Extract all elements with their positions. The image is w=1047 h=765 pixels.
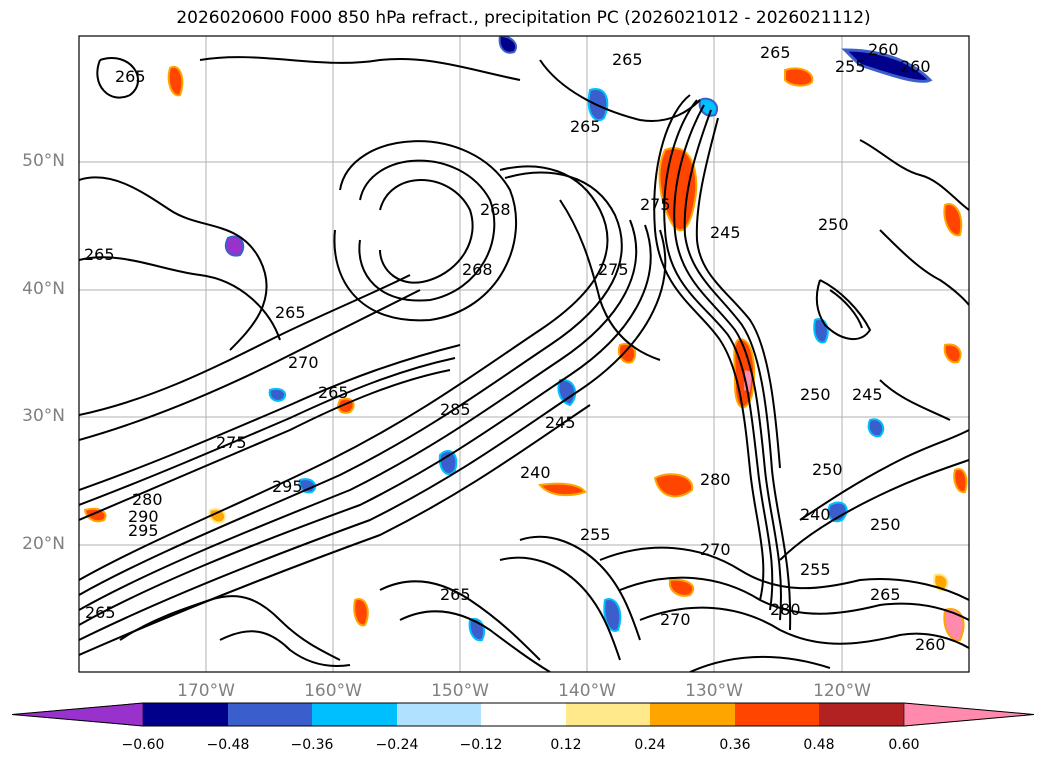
colorbar-tick-label: 0.36 <box>719 737 751 753</box>
colorbar-tick-label: −0.60 <box>121 737 165 753</box>
colorbar-tick-label: −0.48 <box>206 737 250 753</box>
contour-label: 255 <box>835 57 866 76</box>
contour-label: 265 <box>84 245 115 264</box>
contour-label: 270 <box>700 540 731 559</box>
colorbar-tick-label: 0.48 <box>803 737 835 753</box>
contour-label: 260 <box>915 635 946 654</box>
contour-label: 280 <box>770 600 801 619</box>
colorbar-segment <box>819 703 904 726</box>
lat-label-40n: 40°N <box>22 279 65 299</box>
refractivity-contours <box>79 56 969 672</box>
contour-label: 280 <box>132 490 163 509</box>
contour-label: 240 <box>520 463 551 482</box>
colorbar-tick-label: −0.24 <box>375 737 419 753</box>
contour-label: 295 <box>128 521 159 540</box>
contour-label: 265 <box>275 303 306 322</box>
contour-label: 268 <box>462 260 493 279</box>
contour-label: 260 <box>900 57 931 76</box>
colorbar-extend-high <box>903 702 1035 727</box>
contour-label: 245 <box>545 413 576 432</box>
colorbar-tick-label: −0.36 <box>290 737 334 753</box>
contour-label: 275 <box>640 195 671 214</box>
contour-label: 250 <box>870 515 901 534</box>
contour-label: 265 <box>570 117 601 136</box>
colorbar-tick-label: −0.12 <box>459 737 503 753</box>
contour-label: 270 <box>288 353 319 372</box>
contour-label: 265 <box>440 585 471 604</box>
contour-label: 270 <box>660 610 691 629</box>
contour-label: 255 <box>800 560 831 579</box>
colorbar-segment <box>481 703 566 726</box>
contour-label: 265 <box>115 67 146 86</box>
contour-label: 255 <box>580 525 611 544</box>
lon-label-140w: 140°W <box>558 681 616 701</box>
colorbar-tick-label: 0.24 <box>634 737 666 753</box>
lon-label-160w: 160°W <box>304 681 362 701</box>
lon-label-150w: 150°W <box>431 681 489 701</box>
lon-label-120w: 120°W <box>813 681 871 701</box>
colorbar-segment <box>650 703 735 726</box>
colorbar-segment <box>735 703 819 726</box>
contour-label: 265 <box>760 43 791 62</box>
contour-label: 265 <box>870 585 901 604</box>
contour-label: 240 <box>800 505 831 524</box>
contour-label: 275 <box>216 433 247 452</box>
contour-labels: 265 265 268 265 265 270 265 275 285 295 … <box>84 40 946 654</box>
contour-label: 245 <box>852 385 883 404</box>
lat-label-50n: 50°N <box>22 151 65 171</box>
contour-label: 295 <box>272 477 303 496</box>
lon-label-170w: 170°W <box>177 681 235 701</box>
contour-label: 260 <box>868 40 899 59</box>
contour-label: 280 <box>700 470 731 489</box>
contour-label: 265 <box>85 603 116 622</box>
contour-label: 265 <box>612 50 643 69</box>
graticule <box>79 36 969 672</box>
colorbar-tick-label: 0.12 <box>550 737 582 753</box>
colorbar-segment <box>143 703 228 726</box>
contour-label: 250 <box>800 385 831 404</box>
contour-label: 290 <box>128 507 159 526</box>
lon-label-130w: 130°W <box>685 681 743 701</box>
contour-label: 250 <box>818 215 849 234</box>
colorbar-segment <box>312 703 397 726</box>
map-frame <box>78 35 970 673</box>
map-panel: 265 265 268 265 265 270 265 275 285 295 … <box>78 35 970 673</box>
colorbar-extend-low <box>11 702 144 727</box>
colorbar-outline <box>11 702 1035 727</box>
contour-label: 285 <box>440 400 471 419</box>
contour-label: 250 <box>812 460 843 479</box>
contour-label: 268 <box>480 200 511 219</box>
colorbar-tick-label: 0.60 <box>888 737 920 753</box>
chart-title: 2026020600 F000 850 hPa refract., precip… <box>176 8 871 28</box>
contour-label: 265 <box>318 383 349 402</box>
contour-label: 245 <box>710 223 741 242</box>
contour-label: 275 <box>598 260 629 279</box>
colorbar-segment <box>566 703 650 726</box>
lat-label-20n: 20°N <box>22 534 65 554</box>
precipitation-shading <box>83 36 968 642</box>
colorbar-segment <box>228 703 312 726</box>
lat-label-30n: 30°N <box>22 406 65 426</box>
colorbar-segment <box>397 703 481 726</box>
